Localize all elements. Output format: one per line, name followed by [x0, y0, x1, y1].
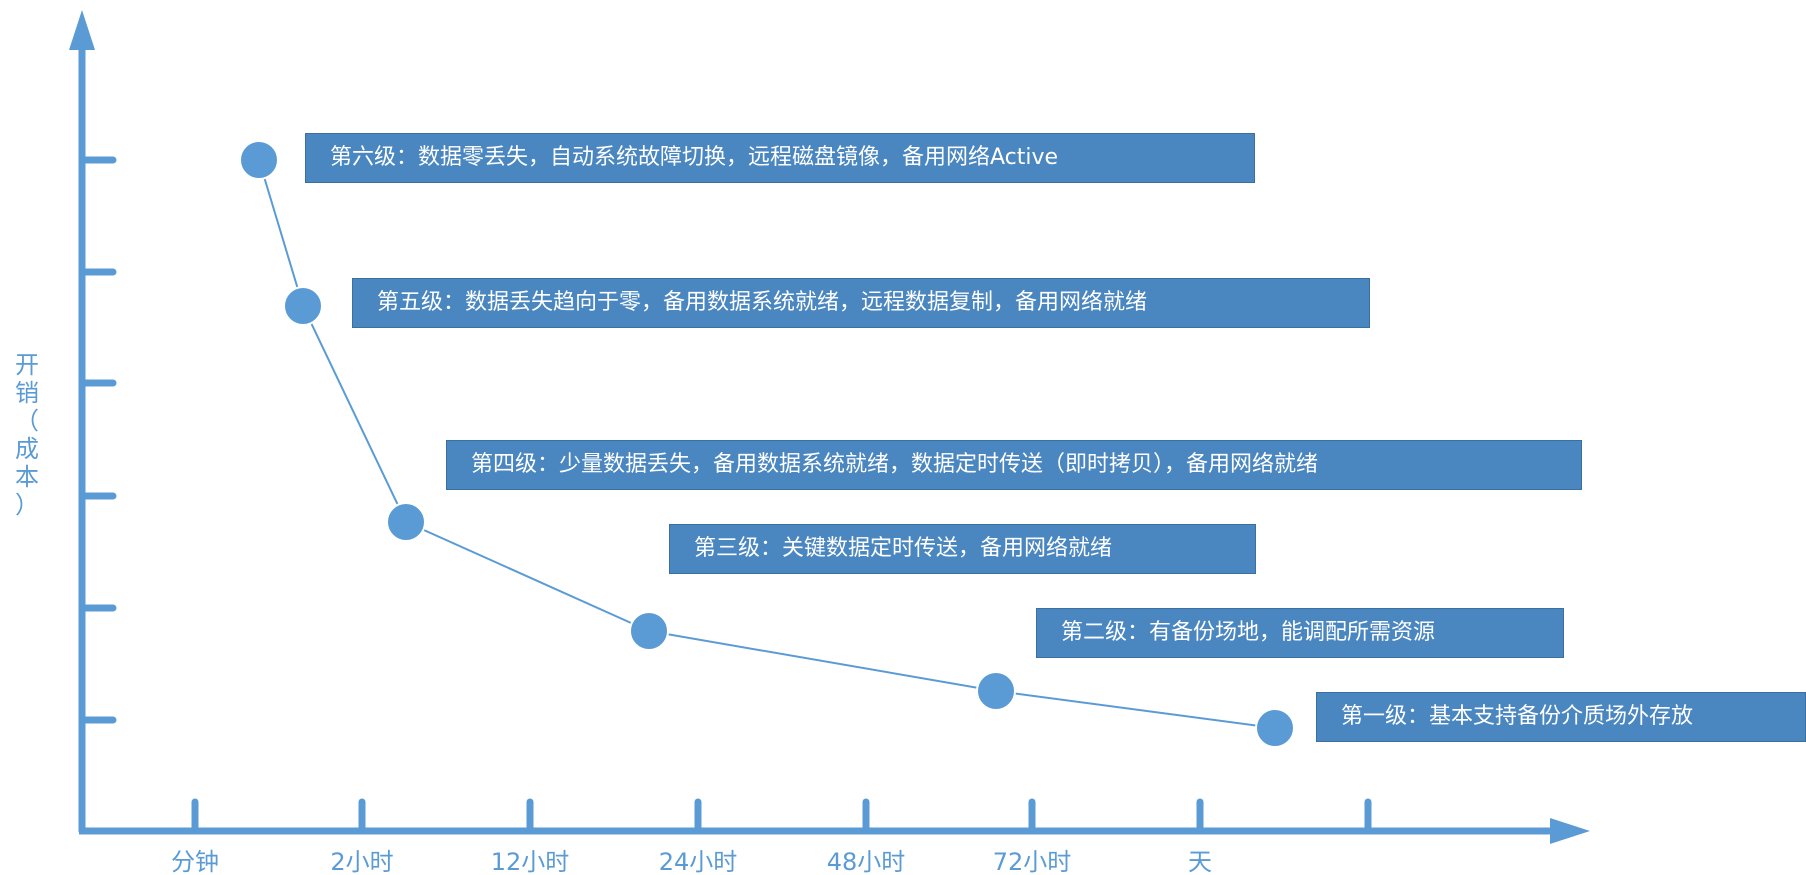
- y-axis-label-char: ）: [15, 491, 39, 519]
- x-axis-arrow: [1550, 818, 1590, 844]
- tier-6-point: [239, 140, 279, 180]
- tier-4-point: [386, 502, 426, 542]
- x-tick-label-72h: 72小时: [993, 848, 1072, 875]
- tier-5-label: 第五级：数据丢失趋向于零，备用数据系统就绪，远程数据复制，备用网络就绪: [352, 278, 1370, 328]
- y-axis-label-char: 本: [15, 463, 39, 491]
- x-tick-label-2h: 2小时: [330, 848, 393, 875]
- tier-1-label: 第一级：基本支持备份介质场外存放: [1316, 692, 1806, 742]
- tier-2-label: 第二级：有备份场地，能调配所需资源: [1036, 608, 1564, 658]
- tier-1-point: [1255, 708, 1295, 748]
- tier-2-point: [976, 671, 1016, 711]
- y-axis-label: 开销（成本）: [15, 351, 39, 519]
- x-tick-label-12h: 12小时: [491, 848, 570, 875]
- y-axis-label-char: 成: [15, 435, 39, 463]
- tier-5-point: [283, 286, 323, 326]
- y-axis-label-char: （: [15, 407, 39, 435]
- y-axis-label-char: 销: [15, 379, 39, 407]
- tier-3-label: 第三级：关键数据定时传送，备用网络就绪: [669, 524, 1256, 574]
- tier-6-label: 第六级：数据零丢失，自动系统故障切换，远程磁盘镜像，备用网络Active: [305, 133, 1255, 183]
- x-tick-label-24h: 24小时: [659, 848, 738, 875]
- x-tick-label-minutes: 分钟: [171, 848, 219, 875]
- y-axis-ticks: [78, 156, 117, 724]
- tier-4-label: 第四级：少量数据丢失，备用数据系统就绪，数据定时传送（即时拷贝），备用网络就绪: [446, 440, 1582, 490]
- x-axis-ticks: [191, 798, 1372, 835]
- cost-curve: [258, 159, 1276, 729]
- x-tick-label-48h: 48小时: [827, 848, 906, 875]
- x-tick-label-days: 天: [1188, 848, 1212, 875]
- tier-points: [239, 140, 1295, 748]
- y-axis-label-char: 开: [15, 351, 39, 379]
- tier-3-point: [629, 611, 669, 651]
- y-axis-arrow: [69, 10, 95, 50]
